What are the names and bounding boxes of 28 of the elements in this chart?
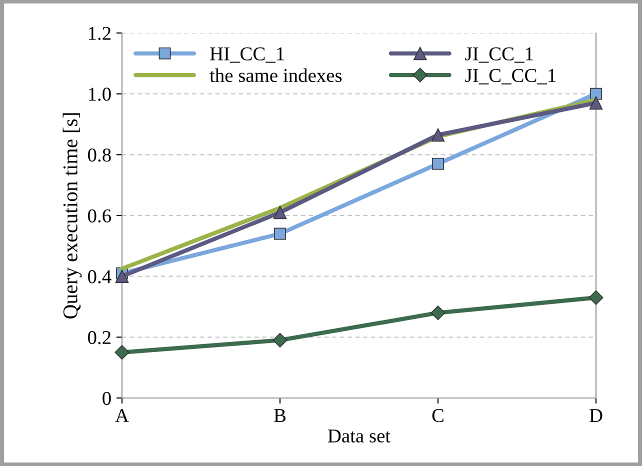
point	[431, 128, 445, 142]
legend-label: HI_CC_1	[210, 47, 284, 63]
point	[588, 290, 604, 305]
y-tick-label: 0.6	[88, 209, 112, 223]
point	[274, 228, 286, 240]
legend-label: JI_C_CC_1	[465, 68, 556, 84]
point	[432, 158, 444, 170]
point	[590, 88, 602, 100]
legend-label: the same indexes	[210, 68, 342, 82]
y-tick-label: 0.4	[88, 270, 112, 284]
x-axis-title: Data set	[328, 430, 390, 443]
point	[430, 306, 446, 320]
y-tick-label: 0	[102, 392, 111, 405]
y-tick-label: 0.2	[88, 330, 111, 344]
y-tick-label: 1.2	[88, 26, 111, 40]
y-tick-label: 1.0	[88, 88, 111, 101]
legend-label: JI_CC_1	[465, 47, 533, 63]
x-tick-label: C	[432, 409, 444, 422]
y-axis-title: Query execution time [s]	[62, 113, 82, 318]
y-tick-label: 0.8	[88, 148, 111, 162]
point	[115, 270, 129, 284]
point	[272, 332, 288, 348]
x-tick-label: B	[274, 409, 286, 422]
x-tick-label: D	[590, 409, 602, 422]
point	[114, 345, 130, 360]
point	[273, 206, 287, 220]
x-tick-label: A	[115, 409, 129, 422]
point	[589, 96, 603, 110]
